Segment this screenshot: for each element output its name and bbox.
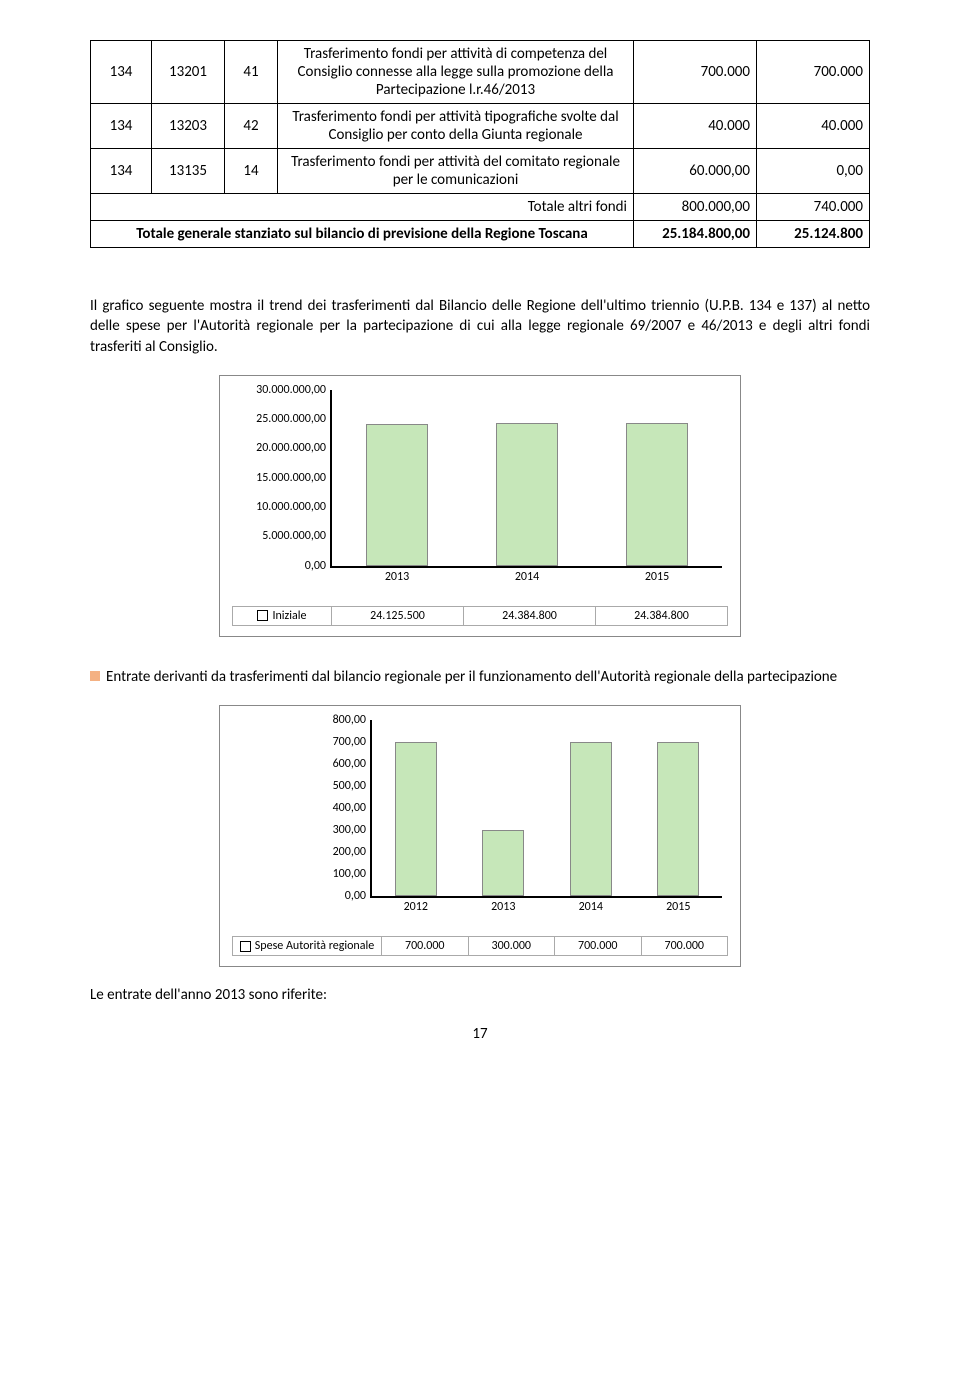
table-cell: 13135 [152, 149, 225, 194]
table-cell: 14 [225, 149, 278, 194]
bar [626, 423, 688, 566]
table-cell: 25.184.800,00 [634, 221, 757, 248]
x-tick: 2014 [515, 566, 539, 584]
y-tick: 25.000.000,00 [256, 412, 332, 426]
bar [496, 423, 558, 566]
table-cell: 13201 [152, 41, 225, 104]
table-cell: 41 [225, 41, 278, 104]
legend-label: Spese Autorità regionale [232, 936, 382, 956]
table-cell: 134 [91, 104, 152, 149]
table-cell: 700.000 [757, 41, 870, 104]
legend-value: 700.000 [642, 936, 729, 956]
x-tick: 2013 [385, 566, 409, 584]
y-tick: 15.000.000,00 [256, 471, 332, 485]
table-cell: 134 [91, 149, 152, 194]
bullet-icon [90, 671, 100, 681]
table-cell: 800.000,00 [634, 194, 757, 221]
legend-value: 24.125.500 [332, 606, 464, 626]
bar [366, 424, 428, 566]
y-tick: 0,00 [345, 889, 372, 903]
y-tick: 200,00 [333, 845, 372, 859]
x-tick: 2015 [645, 566, 669, 584]
table-cell: Trasferimento fondi per attività del com… [278, 149, 634, 194]
bar [395, 742, 437, 896]
y-tick: 400,00 [333, 801, 372, 815]
bar [570, 742, 612, 896]
y-tick: 300,00 [333, 823, 372, 837]
x-tick: 2012 [404, 896, 428, 914]
table-cell: 40.000 [757, 104, 870, 149]
table-cell: Trasferimento fondi per attività di comp… [278, 41, 634, 104]
bar [482, 830, 524, 896]
table-cell: Totale altri fondi [91, 194, 634, 221]
table-cell: 134 [91, 41, 152, 104]
paragraph-3: Le entrate dell'anno 2013 sono riferite: [90, 985, 870, 1005]
legend-value: 24.384.800 [596, 606, 728, 626]
paragraph-1: Il grafico seguente mostra il trend dei … [90, 296, 870, 357]
paragraph-2: Entrate derivanti da trasferimenti dal b… [90, 667, 870, 687]
x-tick: 2015 [666, 896, 690, 914]
legend-value: 24.384.800 [464, 606, 596, 626]
legend-value: 300.000 [469, 936, 556, 956]
y-tick: 700,00 [333, 735, 372, 749]
table-cell: 13203 [152, 104, 225, 149]
legend-value: 700.000 [382, 936, 469, 956]
legend-value: 700.000 [555, 936, 642, 956]
table-cell: 40.000 [634, 104, 757, 149]
bar [657, 742, 699, 896]
table-cell: Trasferimento fondi per attività tipogra… [278, 104, 634, 149]
y-tick: 10.000.000,00 [256, 500, 332, 514]
chart-triennio: 0,00 5.000.000,00 10.000.000,00 15.000.000,… [219, 375, 741, 637]
table-cell: 42 [225, 104, 278, 149]
x-tick: 2014 [579, 896, 603, 914]
y-tick: 600,00 [333, 757, 372, 771]
table-cell: 0,00 [757, 149, 870, 194]
page-number: 17 [90, 1025, 870, 1043]
y-tick: 500,00 [333, 779, 372, 793]
table-cell: 60.000,00 [634, 149, 757, 194]
table-cell: 25.124.800 [757, 221, 870, 248]
y-tick: 20.000.000,00 [256, 441, 332, 455]
table-cell: Totale generale stanziato sul bilancio d… [91, 221, 634, 248]
legend-label: Iniziale [232, 606, 332, 626]
y-tick: 5.000.000,00 [262, 529, 332, 543]
table-cell: 700.000 [634, 41, 757, 104]
y-tick: 800,00 [333, 713, 372, 727]
x-tick: 2013 [491, 896, 515, 914]
funds-table: 1341320141Trasferimento fondi per attivi… [90, 40, 870, 248]
table-cell: 740.000 [757, 194, 870, 221]
chart-autorita: 0,00 100,00 200,00 300,00 400,00 500,00 600,00… [219, 705, 741, 967]
y-tick: 0,00 [305, 559, 332, 573]
y-tick: 100,00 [333, 867, 372, 881]
y-tick: 30.000.000,00 [256, 383, 332, 397]
